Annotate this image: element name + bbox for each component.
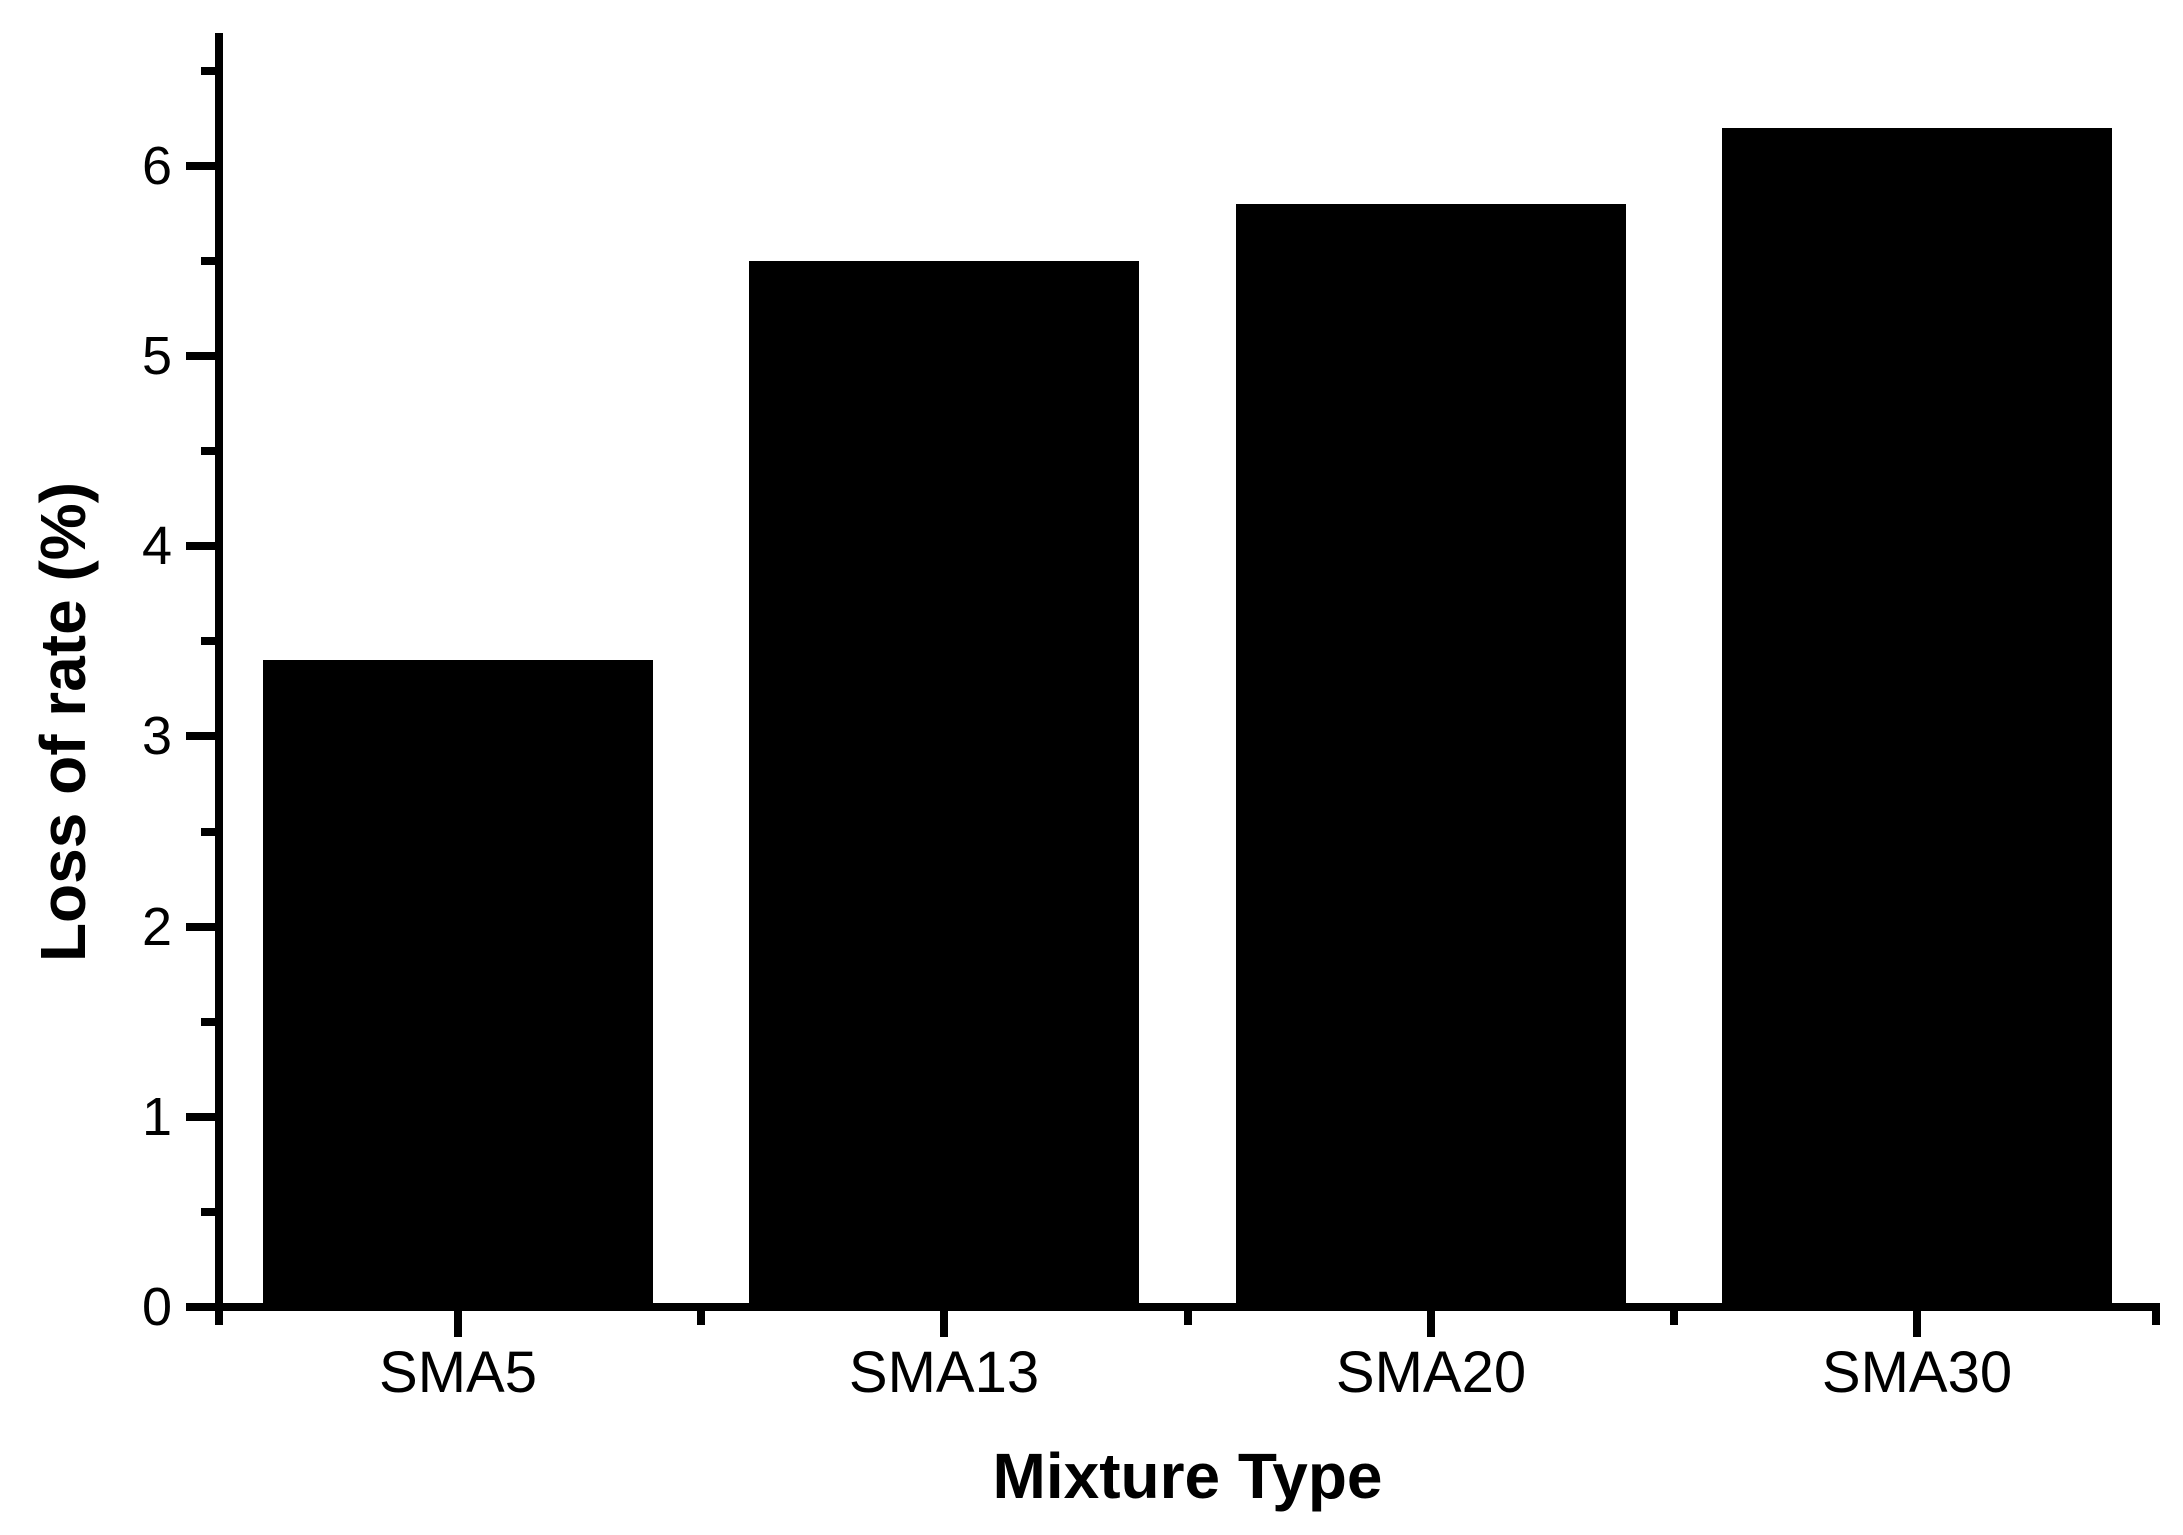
y-minor-tick [201,447,215,455]
y-tick-label: 2 [141,897,172,957]
bar [263,660,653,1307]
y-major-tick [186,542,215,550]
bar [1722,128,2112,1307]
x-boundary-tick [697,1307,705,1325]
y-minor-tick [201,828,215,836]
x-category-label: SMA20 [1335,1340,1527,1405]
y-minor-tick [201,1018,215,1026]
y-minor-tick [201,257,215,265]
y-major-tick [186,352,215,360]
x-category-tick [1913,1307,1921,1337]
x-category-label: SMA5 [379,1340,537,1405]
y-major-tick [186,732,215,740]
y-tick-label: 6 [141,136,172,196]
x-category-tick [1427,1307,1435,1337]
bar [1236,204,1626,1307]
x-boundary-tick [1670,1307,1678,1325]
y-major-tick [186,1113,215,1121]
y-tick-label: 0 [141,1277,172,1337]
y-minor-tick [201,67,215,75]
x-boundary-tick [1184,1307,1192,1325]
bar [749,261,1139,1307]
x-category-tick [940,1307,948,1337]
y-major-tick [186,162,215,170]
y-minor-tick [201,637,215,645]
y-minor-tick [201,1208,215,1216]
x-category-label: SMA30 [1821,1340,2013,1405]
y-tick-label: 3 [141,706,172,766]
y-major-tick [186,1303,215,1311]
y-major-tick [186,923,215,931]
y-tick-label: 1 [141,1087,172,1147]
y-tick-label: 5 [141,326,172,386]
y-axis-line [215,33,223,1325]
x-boundary-tick [2152,1307,2160,1325]
x-category-label: SMA13 [848,1340,1040,1405]
y-tick-label: 4 [141,516,172,576]
x-category-tick [454,1307,462,1337]
x-axis-title: Mixture Type [992,1440,1383,1512]
